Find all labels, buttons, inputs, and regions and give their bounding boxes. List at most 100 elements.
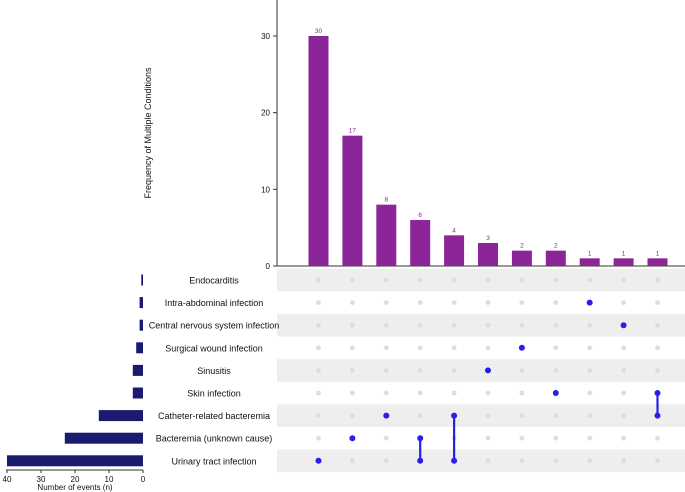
matrix-dot-inactive xyxy=(655,277,660,283)
matrix-dot-inactive xyxy=(587,368,593,373)
matrix-dot-inactive xyxy=(587,345,593,351)
matrix-dot-inactive xyxy=(350,368,355,373)
matrix-dot-inactive xyxy=(519,458,525,464)
matrix-dot-inactive xyxy=(519,322,525,328)
matrix-dot-inactive xyxy=(316,368,321,373)
matrix-dot-inactive xyxy=(316,390,321,396)
matrix-dot-inactive xyxy=(655,368,660,373)
matrix-dot-inactive xyxy=(553,345,559,351)
matrix-row-stripes xyxy=(277,268,685,473)
set-label: Catheter-related bacteremia xyxy=(158,411,270,421)
bar-value-label: 1 xyxy=(656,250,660,257)
matrix-dot-inactive xyxy=(383,300,389,305)
matrix-dot-inactive xyxy=(383,345,389,351)
bar-value-label: 6 xyxy=(418,212,422,219)
matrix-dot-inactive xyxy=(451,390,457,396)
matrix-dot-active xyxy=(417,435,424,442)
matrix-dot-active xyxy=(349,435,356,442)
set-size-bar xyxy=(7,455,143,467)
matrix-dot-inactive xyxy=(350,300,355,305)
set-size-bar xyxy=(139,297,143,309)
matrix-dot-active xyxy=(518,344,525,351)
matrix-dot-inactive xyxy=(485,390,491,396)
bar-value-label: 8 xyxy=(384,197,388,204)
matrix-dot-inactive xyxy=(383,435,389,441)
matrix-dot-inactive xyxy=(316,435,321,441)
intersection-bar xyxy=(545,250,566,266)
matrix-dot-inactive xyxy=(587,390,593,396)
intersection-bar xyxy=(647,258,668,266)
matrix-dot-active xyxy=(620,322,627,329)
matrix-dot-inactive xyxy=(417,390,423,396)
matrix-dot-inactive xyxy=(451,322,457,328)
matrix-dot-inactive xyxy=(587,435,593,441)
matrix-dot-inactive xyxy=(417,368,423,373)
y-axis-title: Frequency of Multiple Conditions xyxy=(143,67,153,199)
set-label: Surgical wound infection xyxy=(165,343,263,353)
bar-value-label: 30 xyxy=(315,28,323,35)
y-tick-label: 30 xyxy=(261,32,270,41)
set-size-bar xyxy=(132,364,143,376)
matrix-dot-inactive xyxy=(587,277,593,283)
intersection-bar xyxy=(511,250,532,266)
matrix-dot-inactive xyxy=(316,322,321,328)
matrix-dot-active xyxy=(451,412,458,419)
matrix-dot-inactive xyxy=(316,345,321,351)
set-axis-tick-label: 0 xyxy=(141,475,146,484)
bar-value-label: 1 xyxy=(622,250,626,257)
matrix-dot-active xyxy=(417,457,424,464)
intersection-bar xyxy=(444,235,465,266)
matrix-dot-inactive xyxy=(553,435,559,441)
set-axis-title: Number of events (n) xyxy=(37,483,112,492)
matrix-dot-inactive xyxy=(553,277,559,283)
matrix-dot-inactive xyxy=(417,345,423,351)
matrix-dot-active xyxy=(552,390,559,396)
matrix-dot-inactive xyxy=(553,322,559,328)
matrix-dot-inactive xyxy=(383,458,389,464)
matrix-dot-inactive xyxy=(417,322,423,328)
matrix-dot-active xyxy=(383,412,390,419)
bar-value-label: 4 xyxy=(452,227,456,234)
matrix-dot-inactive xyxy=(417,413,423,418)
matrix-dot-inactive xyxy=(350,277,355,283)
matrix-dot-inactive xyxy=(485,435,491,441)
bar-value-label: 17 xyxy=(349,128,357,135)
matrix-dot-inactive xyxy=(621,368,626,373)
set-size-axis: 40 30 20 10 0 Number of events (n) xyxy=(3,469,146,492)
matrix-dot-inactive xyxy=(451,368,457,373)
row-stripe xyxy=(277,313,685,337)
set-axis-tick-label: 30 xyxy=(37,475,46,484)
y-tick-label: 0 xyxy=(266,262,271,271)
y-tick-label: 10 xyxy=(261,185,270,194)
matrix-dot-inactive xyxy=(519,277,525,283)
matrix-dot-active xyxy=(654,390,661,396)
intersection-bars: 30 17 8 6 4 3 2 2 1 1 1 xyxy=(308,28,668,266)
matrix-dot-inactive xyxy=(417,300,423,305)
matrix-dot-inactive xyxy=(350,345,355,351)
intersection-bar xyxy=(613,258,634,266)
intersection-matrix xyxy=(315,277,661,464)
bar-value-label: 3 xyxy=(486,235,490,242)
set-label: Central nervous system infection xyxy=(149,321,280,331)
set-label: Urinary tract infection xyxy=(171,456,256,466)
matrix-dot-inactive xyxy=(383,277,389,283)
matrix-dot-inactive xyxy=(587,322,593,328)
intersection-bar xyxy=(342,135,363,266)
matrix-dot-inactive xyxy=(621,300,626,305)
set-size-bar xyxy=(64,432,143,444)
matrix-dot-inactive xyxy=(553,300,559,305)
matrix-dot-inactive xyxy=(350,458,355,464)
matrix-dot-inactive xyxy=(383,368,389,373)
matrix-dot-active xyxy=(586,299,593,306)
set-label: Skin infection xyxy=(187,389,241,399)
set-axis-tick-label: 10 xyxy=(105,475,114,484)
matrix-dot-inactive xyxy=(519,413,525,418)
set-label: Intra-abdominal infection xyxy=(165,298,264,308)
intersection-bar xyxy=(579,258,600,266)
matrix-dot-inactive xyxy=(417,277,423,283)
row-stripe xyxy=(277,268,685,292)
matrix-dot-inactive xyxy=(451,345,457,351)
matrix-dot-inactive xyxy=(621,435,626,441)
matrix-dot-inactive xyxy=(587,413,593,418)
matrix-dot-inactive xyxy=(519,435,525,441)
